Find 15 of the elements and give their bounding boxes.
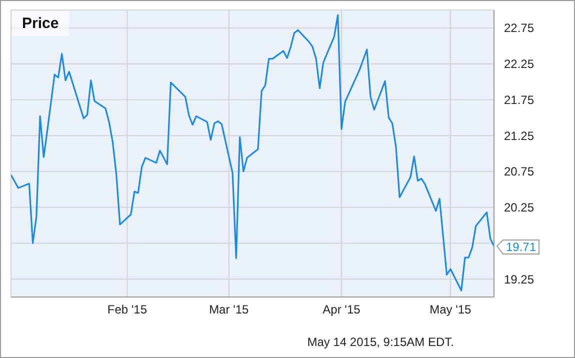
y-tick-label: 21.75 (504, 92, 534, 107)
data-label: 19.71 (506, 240, 536, 254)
y-tick-label: 22.25 (504, 57, 534, 72)
x-tick-label: Mar '15 (209, 302, 250, 317)
text: May 14 2015, 9:15AM EDT. (307, 335, 454, 349)
x-tick-label: May '15 (430, 302, 472, 317)
y-tick-label: 21.25 (504, 128, 534, 143)
y-tick-label: 20.25 (504, 200, 534, 215)
y-tick-label: 22.75 (504, 21, 534, 36)
line-series (11, 14, 494, 292)
chart-title: Price (12, 11, 69, 36)
x-tick-label: Feb '15 (107, 302, 148, 317)
x-tick-label: Apr '15 (322, 302, 361, 317)
y-tick-label: 20.75 (504, 164, 534, 179)
y-tick-label: 19.25 (504, 272, 534, 286)
